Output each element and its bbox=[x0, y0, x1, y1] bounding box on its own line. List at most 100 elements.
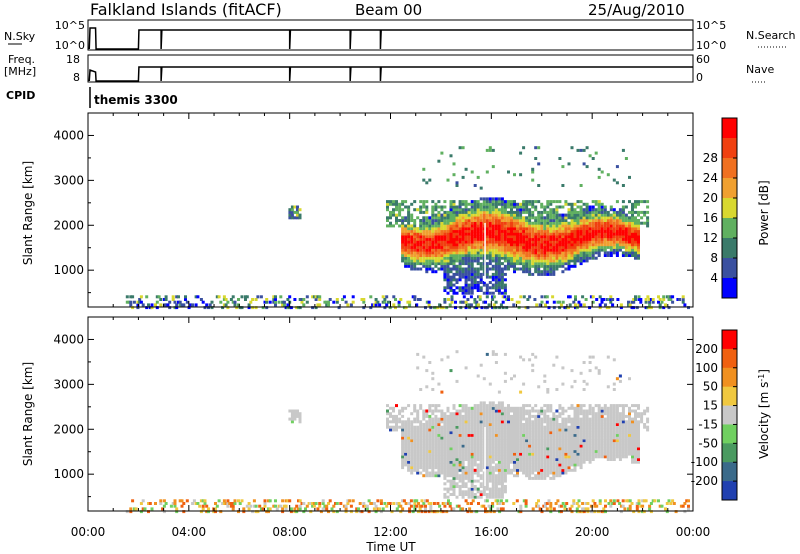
range-cell bbox=[141, 303, 145, 307]
range-cell bbox=[491, 224, 495, 228]
range-cell bbox=[531, 216, 535, 220]
range-cell bbox=[513, 237, 516, 241]
range-cell bbox=[585, 205, 589, 209]
range-cell bbox=[558, 444, 562, 448]
range-cell bbox=[399, 510, 403, 514]
range-cell bbox=[494, 444, 498, 448]
range-cell bbox=[428, 466, 432, 470]
range-cell bbox=[516, 447, 519, 451]
range-cell bbox=[494, 499, 498, 503]
range-cell bbox=[609, 433, 613, 437]
range-cell bbox=[416, 414, 420, 418]
range-cell bbox=[546, 447, 550, 451]
range-cell bbox=[491, 482, 495, 486]
range-cell bbox=[413, 254, 417, 257]
range-cell bbox=[482, 493, 486, 496]
range-cell bbox=[434, 414, 438, 418]
range-cell bbox=[510, 468, 513, 472]
range-cell bbox=[461, 447, 465, 451]
range-cell bbox=[549, 476, 553, 480]
range-cell bbox=[327, 303, 330, 307]
range-cell bbox=[455, 452, 459, 456]
range-cell bbox=[612, 227, 616, 231]
range-cell bbox=[631, 420, 634, 424]
range-cell bbox=[555, 235, 559, 239]
range-cell bbox=[543, 259, 547, 263]
range-cell bbox=[434, 409, 438, 413]
range-cell bbox=[537, 460, 541, 464]
range-cell bbox=[561, 245, 565, 249]
range-cell bbox=[330, 507, 334, 511]
range-cell bbox=[431, 460, 435, 464]
range-cell bbox=[609, 300, 613, 304]
range-cell bbox=[473, 444, 477, 448]
range-cell bbox=[516, 224, 519, 228]
range-cell bbox=[528, 444, 532, 448]
range-cell bbox=[485, 202, 489, 206]
range-cell bbox=[401, 423, 405, 426]
range-cell bbox=[470, 458, 474, 461]
range-cell bbox=[279, 504, 283, 508]
range-cell bbox=[416, 428, 420, 432]
range-cell bbox=[615, 439, 619, 443]
range-cell bbox=[464, 262, 468, 266]
range-cell bbox=[500, 431, 504, 435]
range-cell bbox=[418, 298, 422, 301]
range-cell bbox=[497, 281, 501, 284]
range-cell bbox=[537, 436, 541, 440]
range-cell bbox=[513, 452, 516, 456]
range-cell bbox=[525, 471, 529, 475]
range-cell bbox=[185, 499, 189, 503]
range-cell bbox=[226, 504, 230, 508]
range-cell bbox=[543, 455, 547, 459]
range-cell bbox=[458, 216, 462, 220]
range-cell bbox=[588, 213, 592, 217]
range-cell bbox=[612, 428, 616, 432]
range-cell bbox=[425, 200, 429, 204]
range-cell bbox=[422, 210, 426, 214]
range-cell bbox=[494, 474, 498, 478]
range-cell bbox=[309, 502, 313, 505]
range-cell bbox=[519, 259, 523, 263]
range-cell bbox=[470, 262, 474, 266]
range-cell bbox=[579, 235, 583, 239]
range-cell bbox=[549, 458, 553, 461]
range-cell bbox=[446, 447, 450, 451]
range-cell bbox=[461, 406, 465, 410]
range-cell bbox=[476, 452, 480, 456]
range-cell bbox=[398, 224, 402, 228]
range-cell bbox=[494, 235, 498, 239]
range-cell bbox=[410, 463, 414, 467]
range-cell bbox=[473, 235, 477, 239]
range-cell bbox=[178, 499, 182, 503]
range-cell bbox=[510, 227, 513, 231]
range-cell bbox=[600, 235, 604, 239]
range-cell bbox=[615, 181, 619, 185]
range-cell bbox=[576, 425, 580, 429]
range-cell bbox=[522, 452, 526, 456]
range-cell bbox=[410, 202, 414, 206]
range-cell bbox=[567, 447, 571, 451]
range-cell bbox=[604, 303, 607, 307]
range-cell bbox=[416, 431, 420, 435]
range-cell bbox=[600, 248, 604, 252]
range-cell bbox=[561, 256, 565, 260]
range-cell bbox=[585, 219, 589, 222]
range-cell bbox=[437, 205, 441, 209]
range-cell bbox=[528, 232, 532, 236]
range-cell bbox=[485, 487, 489, 491]
range-cell bbox=[428, 444, 432, 448]
range-cell bbox=[404, 243, 408, 247]
range-cell bbox=[564, 262, 568, 266]
range-cell bbox=[419, 428, 423, 432]
range-cell bbox=[522, 447, 526, 451]
range-cell bbox=[516, 254, 519, 257]
range-cell bbox=[500, 487, 504, 491]
range-cell bbox=[290, 213, 294, 217]
range-cell bbox=[425, 452, 429, 456]
range-cell bbox=[588, 409, 592, 413]
range-cell bbox=[600, 245, 604, 249]
range-cell bbox=[395, 404, 398, 408]
range-cell bbox=[417, 510, 420, 514]
range-cell bbox=[422, 202, 426, 206]
